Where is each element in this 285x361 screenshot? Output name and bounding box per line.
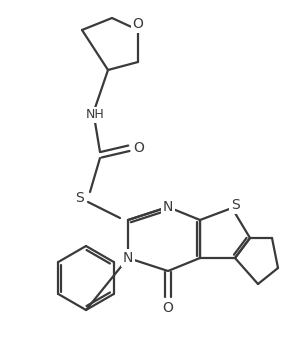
Text: N: N xyxy=(123,251,133,265)
Text: O: O xyxy=(162,301,174,315)
Text: N: N xyxy=(163,200,173,214)
Text: NH: NH xyxy=(86,109,104,122)
Text: S: S xyxy=(231,198,239,212)
Text: O: O xyxy=(134,141,144,155)
Text: S: S xyxy=(76,191,84,205)
Text: O: O xyxy=(133,17,143,31)
